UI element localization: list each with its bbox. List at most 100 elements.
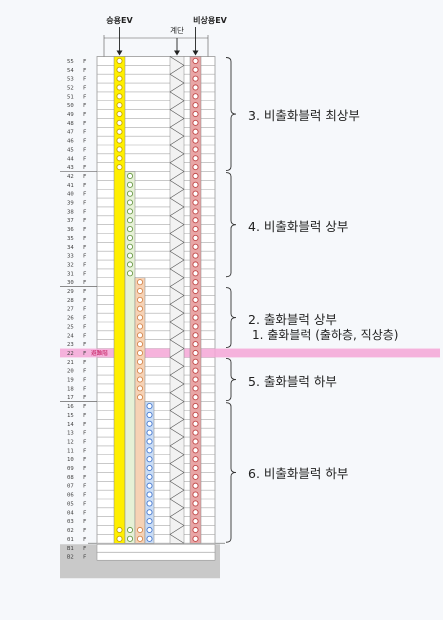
shaft-yellow-stop xyxy=(116,102,123,109)
floor-suffix: F xyxy=(83,209,87,215)
floor-label: 31 xyxy=(67,271,74,277)
shaft-yellow-stop xyxy=(116,75,123,82)
shaft-blue-stop xyxy=(146,526,153,534)
shaft-blue-stop xyxy=(146,447,153,454)
shaft-orange-stop xyxy=(136,296,144,303)
shaft-blue-stop xyxy=(146,420,153,427)
floor-label: 16 xyxy=(67,404,74,410)
shaft-red-stop xyxy=(192,394,199,401)
floor-suffix: F xyxy=(83,342,87,348)
floor-label: 22 xyxy=(67,351,74,357)
floor-suffix: F xyxy=(83,218,87,224)
floor-suffix: F xyxy=(83,245,87,251)
shaft-red-stop xyxy=(192,217,199,224)
floor-label: 49 xyxy=(67,112,74,118)
floor-label: 39 xyxy=(67,201,74,207)
floor-suffix: F xyxy=(83,528,87,534)
shaft-red-stop xyxy=(192,535,199,542)
floor-label: 51 xyxy=(67,94,74,100)
shaft-red-stop xyxy=(192,199,199,206)
shaft-orange-stop xyxy=(136,349,144,357)
shaft-blue-stop xyxy=(146,403,153,410)
floor-label: 24 xyxy=(67,333,74,339)
block-label-6: 6. 비출화블럭 하부 xyxy=(248,466,349,482)
shaft-red-stop xyxy=(192,172,199,180)
shaft-red-stop xyxy=(192,456,199,463)
floor-label: 14 xyxy=(67,422,74,428)
shaft-yellow-stop xyxy=(116,164,123,171)
floor-suffix: F xyxy=(83,537,87,543)
floor-label: 28 xyxy=(67,298,74,304)
shaft-red-stop xyxy=(192,261,199,268)
floor-label: 40 xyxy=(67,192,74,198)
floor-suffix: F xyxy=(83,280,87,286)
shaft-red-stop xyxy=(192,500,199,507)
floor-label: 52 xyxy=(67,85,74,91)
shaft-yellow-stop xyxy=(116,66,123,73)
floor-label: 25 xyxy=(67,324,74,330)
floor-suffix: F xyxy=(83,183,87,189)
shaft-blue-stop xyxy=(146,429,153,436)
floor-label: 02 xyxy=(67,528,74,534)
floor-suffix: F xyxy=(83,484,87,490)
shaft-red-stop xyxy=(192,128,199,135)
floor-suffix: F xyxy=(83,466,87,472)
shaft-red-stop xyxy=(192,279,199,286)
shaft-red-stop xyxy=(192,102,199,109)
floor-suffix: F xyxy=(83,493,87,499)
shaft-red-stop xyxy=(192,429,199,436)
shaft-orange-stop xyxy=(136,332,144,339)
shaft-red-stop xyxy=(192,491,199,498)
floor-label: 21 xyxy=(67,360,74,366)
shaft-blue-stop xyxy=(146,500,153,507)
block-brace xyxy=(225,172,237,278)
shaft-green-stop xyxy=(126,217,134,224)
shaft-red-stop xyxy=(192,447,199,454)
floor-suffix: F xyxy=(83,156,87,162)
shaft-orange-stop xyxy=(136,385,144,392)
shaft-orange-stop xyxy=(136,535,144,542)
floor-label: 36 xyxy=(67,227,74,233)
shaft-blue-stop xyxy=(146,464,153,472)
floor-suffix: F xyxy=(83,360,87,366)
floor-label: 06 xyxy=(67,493,74,499)
shaft-red-stop xyxy=(192,146,199,153)
floor-label: 19 xyxy=(67,378,74,384)
shaft-orange-stop xyxy=(136,358,144,365)
floor-suffix: F xyxy=(83,501,87,507)
floor-label: 47 xyxy=(67,130,74,136)
shaft-orange-stop xyxy=(136,367,144,374)
floor-label: 18 xyxy=(67,386,74,392)
floor-suffix: F xyxy=(83,227,87,233)
floor-suffix: F xyxy=(83,448,87,454)
floor-label: 27 xyxy=(67,307,74,313)
floor-label: 04 xyxy=(67,510,74,516)
shaft-blue-stop xyxy=(146,482,153,489)
floor-label: 26 xyxy=(67,316,74,322)
shaft-red-stop xyxy=(192,93,199,100)
shaft-red-stop xyxy=(192,526,199,534)
shaft-orange-stop xyxy=(136,279,144,286)
shaft-red-stop xyxy=(192,403,199,410)
shaft-red-stop xyxy=(192,341,199,348)
block-label-5: 5. 출화블럭 하부 xyxy=(248,373,337,389)
shaft-yellow-stop xyxy=(116,93,123,100)
floor-label: 29 xyxy=(67,289,74,295)
shaft-orange-stop xyxy=(136,287,144,295)
floor-label: 30 xyxy=(67,280,74,286)
shaft-green-stop xyxy=(126,199,134,206)
shaft-red-stop xyxy=(192,66,199,73)
floor-suffix: F xyxy=(83,271,87,277)
shaft-orange-stop xyxy=(136,323,144,330)
floor-label: 03 xyxy=(67,519,74,525)
shaft-yellow-stop xyxy=(116,57,123,64)
floor-suffix: F xyxy=(83,147,87,153)
floor-suffix: F xyxy=(83,546,87,552)
floor-label: 11 xyxy=(67,448,74,454)
shaft-green-stop xyxy=(126,526,134,534)
special-floor-highlight xyxy=(60,348,440,358)
stairs-label: 계단 xyxy=(170,25,184,35)
shaft-red-stop xyxy=(192,190,199,197)
shaft-blue-stop xyxy=(146,509,153,516)
floor-label: 07 xyxy=(67,484,74,490)
